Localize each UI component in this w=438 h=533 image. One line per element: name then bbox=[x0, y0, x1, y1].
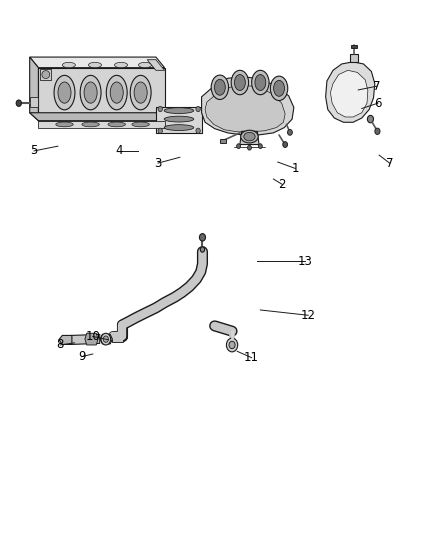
Ellipse shape bbox=[255, 75, 266, 91]
Text: 10: 10 bbox=[85, 330, 100, 343]
Text: 11: 11 bbox=[244, 351, 259, 364]
Ellipse shape bbox=[132, 122, 149, 127]
Ellipse shape bbox=[108, 122, 125, 127]
Polygon shape bbox=[71, 334, 100, 344]
Ellipse shape bbox=[84, 82, 97, 103]
Ellipse shape bbox=[103, 336, 109, 342]
Text: 8: 8 bbox=[57, 338, 64, 351]
Polygon shape bbox=[39, 120, 165, 127]
Ellipse shape bbox=[196, 128, 200, 133]
Polygon shape bbox=[100, 334, 113, 344]
Ellipse shape bbox=[270, 76, 288, 101]
Polygon shape bbox=[30, 97, 39, 108]
Ellipse shape bbox=[164, 108, 194, 114]
Ellipse shape bbox=[56, 122, 73, 127]
Polygon shape bbox=[30, 113, 165, 120]
Polygon shape bbox=[59, 335, 72, 344]
Ellipse shape bbox=[110, 82, 123, 103]
Polygon shape bbox=[351, 45, 357, 48]
Ellipse shape bbox=[375, 128, 380, 134]
Polygon shape bbox=[147, 60, 165, 70]
Polygon shape bbox=[350, 54, 358, 62]
Ellipse shape bbox=[244, 132, 255, 141]
Ellipse shape bbox=[54, 75, 75, 110]
Ellipse shape bbox=[138, 62, 152, 68]
Polygon shape bbox=[220, 139, 226, 143]
Ellipse shape bbox=[367, 115, 374, 123]
Text: 7: 7 bbox=[373, 80, 380, 93]
Ellipse shape bbox=[247, 146, 251, 150]
Ellipse shape bbox=[274, 80, 285, 96]
Ellipse shape bbox=[252, 70, 269, 95]
Polygon shape bbox=[39, 68, 165, 120]
Text: 5: 5 bbox=[30, 144, 38, 157]
Ellipse shape bbox=[106, 75, 127, 110]
Ellipse shape bbox=[231, 70, 249, 95]
Polygon shape bbox=[330, 70, 368, 117]
Text: 6: 6 bbox=[374, 96, 381, 110]
Ellipse shape bbox=[130, 75, 151, 110]
Ellipse shape bbox=[226, 338, 238, 352]
Ellipse shape bbox=[237, 144, 240, 149]
Polygon shape bbox=[113, 336, 123, 342]
Text: 2: 2 bbox=[279, 178, 286, 191]
Text: 1: 1 bbox=[291, 162, 299, 175]
Text: 13: 13 bbox=[298, 255, 313, 268]
Ellipse shape bbox=[229, 341, 235, 349]
Ellipse shape bbox=[42, 70, 49, 78]
Polygon shape bbox=[30, 57, 165, 68]
Polygon shape bbox=[240, 131, 259, 144]
Ellipse shape bbox=[88, 62, 102, 68]
Ellipse shape bbox=[258, 144, 262, 149]
Ellipse shape bbox=[158, 128, 162, 133]
Ellipse shape bbox=[134, 82, 147, 103]
Polygon shape bbox=[156, 108, 202, 133]
Ellipse shape bbox=[62, 62, 75, 68]
Text: 4: 4 bbox=[115, 144, 123, 157]
Text: 7: 7 bbox=[386, 157, 393, 169]
Ellipse shape bbox=[82, 122, 99, 127]
Polygon shape bbox=[85, 333, 98, 345]
Polygon shape bbox=[205, 85, 285, 132]
Ellipse shape bbox=[101, 333, 111, 345]
Ellipse shape bbox=[58, 82, 71, 103]
Polygon shape bbox=[201, 77, 294, 135]
Ellipse shape bbox=[199, 233, 205, 241]
Ellipse shape bbox=[283, 142, 288, 148]
Ellipse shape bbox=[158, 107, 162, 112]
Ellipse shape bbox=[115, 62, 127, 68]
Ellipse shape bbox=[211, 75, 229, 100]
Ellipse shape bbox=[241, 130, 258, 143]
Ellipse shape bbox=[80, 75, 101, 110]
Text: 9: 9 bbox=[78, 350, 86, 363]
Polygon shape bbox=[40, 69, 51, 80]
Text: 12: 12 bbox=[301, 309, 316, 322]
Polygon shape bbox=[325, 62, 375, 122]
Ellipse shape bbox=[16, 100, 21, 107]
Ellipse shape bbox=[215, 79, 225, 95]
Ellipse shape bbox=[164, 125, 194, 131]
Text: 3: 3 bbox=[154, 157, 162, 169]
Ellipse shape bbox=[234, 75, 245, 91]
Ellipse shape bbox=[196, 107, 200, 112]
Ellipse shape bbox=[200, 247, 205, 252]
Ellipse shape bbox=[164, 116, 194, 122]
Ellipse shape bbox=[288, 130, 292, 135]
Polygon shape bbox=[30, 57, 39, 120]
